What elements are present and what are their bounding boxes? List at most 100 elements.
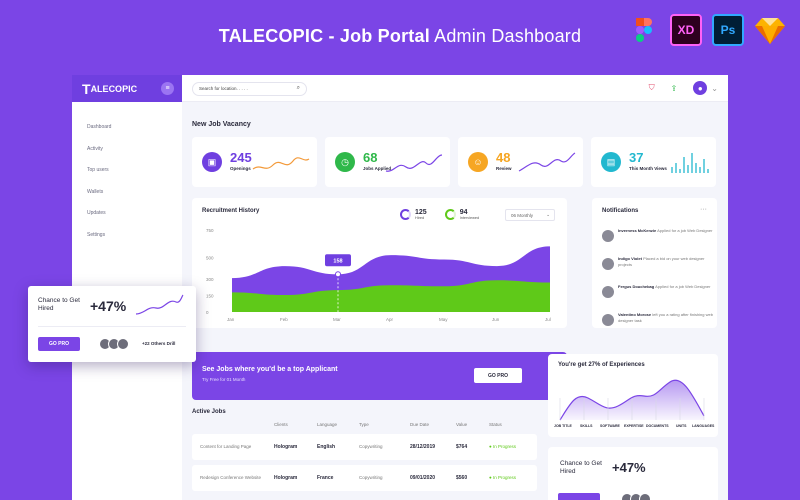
tooltip-value: 158 — [333, 258, 342, 264]
status-text: In Progress — [492, 444, 516, 449]
y-tick-label: 0 — [206, 310, 209, 315]
chevron-down-icon[interactable]: ⌄ — [711, 83, 718, 93]
sidebar-item-activity[interactable]: Activity — [87, 145, 103, 152]
job-status: ● In Progress — [489, 444, 516, 449]
notification-name: Valentino Morose — [618, 312, 652, 317]
header-rest: Admin Dashboard — [434, 26, 582, 46]
logo-text: ALECOPIC — [90, 83, 138, 94]
job-status: ● In Progress — [489, 475, 516, 480]
tooltip-point[interactable] — [335, 271, 341, 278]
bar-sparkline — [671, 153, 709, 173]
notification-name: Fergus Douchebag — [618, 284, 655, 289]
promo-subtitle: Try Free for 01 Month — [202, 377, 246, 382]
job-due: 09/01/2020 — [410, 475, 436, 481]
stat-card-views[interactable]: ▤ 37 This Month Views — [591, 137, 716, 187]
job-client: Hologram — [274, 444, 298, 450]
sidebar-item-updates[interactable]: Updates — [87, 210, 106, 216]
app-logo: T ALECOPIC ≡ — [72, 75, 182, 102]
axis-label: EXPERTISE — [624, 424, 644, 428]
dropdown-value: 06 Monthly — [511, 213, 534, 218]
more-icon[interactable]: ··· — [700, 206, 707, 213]
x-tick-label: Apr — [386, 317, 394, 322]
figma-icon — [628, 14, 660, 46]
axis-label: SKILLS — [580, 424, 593, 428]
axis-label: UNITS — [676, 424, 687, 428]
column-header: Status — [489, 422, 502, 427]
chance-card: Chance to Get Hired +47% — [548, 447, 718, 500]
document-icon: ▤ — [601, 152, 621, 172]
divider — [38, 326, 186, 327]
user-avatar[interactable]: ● — [693, 81, 708, 95]
sidebar-item-settings[interactable]: Settings — [87, 231, 106, 238]
notifications-title: Notifications — [602, 208, 639, 214]
search-icon[interactable]: ⌕ — [296, 85, 300, 91]
top-bar: Search for location. . . . . ⌕ ⛉ ⇪ ● ⌄ — [182, 75, 728, 102]
table-row[interactable]: Content for Landing Page Hologram Englis… — [192, 434, 537, 460]
sidebar-item-wallets[interactable]: Wallets — [87, 188, 104, 195]
x-tick-label: Feb — [280, 317, 288, 322]
avatar — [117, 338, 129, 350]
xd-icon: XD — [670, 14, 702, 46]
job-language: English — [317, 444, 336, 450]
table-row[interactable]: Redesign Conference Website Hologram Fra… — [192, 465, 537, 491]
search-input[interactable]: Search for location. . . . . ⌕ — [192, 82, 307, 96]
tool-icons: XD Ps — [628, 14, 786, 46]
go-pro-button[interactable] — [558, 493, 600, 500]
y-tick-label: 300 — [206, 277, 214, 282]
job-language: France — [317, 475, 334, 481]
x-tick-label: May — [439, 317, 448, 322]
y-tick-label: 150 — [206, 294, 214, 299]
sparkline — [518, 152, 576, 172]
notification-text: left you a rating after finishing web de… — [618, 312, 713, 323]
legend-interviewed: 94 Interviewed — [444, 209, 479, 220]
shield-icon[interactable]: ⛉ — [648, 83, 655, 92]
clock-icon: ◷ — [335, 152, 355, 172]
stat-value: 37 — [629, 150, 644, 165]
ring-icon — [444, 209, 456, 220]
avatar — [602, 286, 614, 298]
interviewed-value: 94 — [459, 209, 468, 216]
stat-card-openings[interactable]: ▣ 245 Openings — [192, 137, 317, 187]
y-tick-label: 500 — [206, 255, 214, 260]
sidebar-item-dashboard[interactable]: Dashboard — [87, 124, 112, 130]
x-tick-label: Jan — [227, 317, 235, 322]
avatar — [602, 258, 614, 270]
column-header: Type — [359, 422, 369, 427]
menu-icon[interactable]: ≡ — [161, 82, 174, 95]
main-content: New Job Vacancy ▣ 245 Openings ◷ 68 Jobs… — [182, 102, 728, 500]
chance-title: Chance to Get Hired — [560, 460, 602, 475]
floating-chance-card: Chance to Get Hired +47% GO PRO +22 Othe… — [28, 286, 196, 362]
x-tick-label: Jul — [545, 317, 551, 322]
job-client: Hologram — [274, 475, 298, 481]
sidebar-item-top-users[interactable]: Top users — [87, 167, 109, 173]
header-dash: - — [328, 26, 335, 46]
axis-label: LANGUAGES — [692, 424, 715, 428]
chance-title: Chance to Get Hired — [38, 297, 80, 312]
period-dropdown[interactable]: 06 Monthly ⌄ — [505, 209, 555, 221]
stat-card-review[interactable]: ☺ 48 Review — [458, 137, 583, 187]
column-header: Value — [456, 422, 468, 427]
share-icon[interactable]: ⇪ — [670, 83, 678, 93]
hired-label: Hired — [415, 216, 425, 220]
notifications-card: Notifications ··· Inverness McKenzie App… — [592, 198, 717, 328]
active-jobs-title: Active Jobs — [192, 409, 226, 415]
avatar — [602, 314, 614, 326]
experiences-chart — [559, 379, 705, 421]
column-header: Due Date — [410, 422, 430, 427]
axis-label: DOCUMENTS — [646, 424, 669, 428]
go-pro-button[interactable]: GO PRO — [38, 337, 80, 351]
recruitment-title: Recruitment History — [202, 208, 260, 214]
page-header: TALECOPIC - Job Portal Admin Dashboard — [0, 26, 800, 47]
header-bold: Job Portal — [339, 26, 430, 46]
go-pro-button[interactable]: GO PRO — [474, 368, 522, 383]
section-title: New Job Vacancy — [192, 121, 251, 128]
avatar — [639, 493, 651, 500]
stat-card-jobs-applied[interactable]: ◷ 68 Jobs Applied — [325, 137, 450, 187]
axis-label: JOB TITLE — [554, 424, 572, 428]
axis-label: SOFTWARE — [600, 424, 620, 428]
brand-name: TALECOPIC — [218, 26, 324, 46]
stat-label: Jobs Applied — [363, 166, 392, 171]
user-icon: ☺ — [468, 152, 488, 172]
photoshop-icon: Ps — [712, 14, 744, 46]
notification-name: Indigo Violet — [618, 256, 642, 261]
